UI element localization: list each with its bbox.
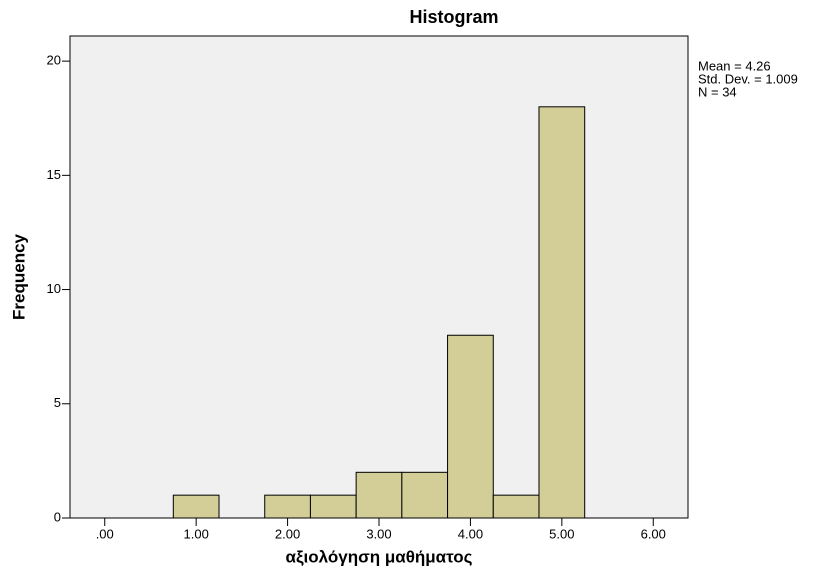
x-tick-label: 4.00 xyxy=(458,526,483,541)
y-tick-label: 5 xyxy=(54,395,61,410)
chart-title: Histogram xyxy=(409,7,498,27)
y-tick-label: 10 xyxy=(47,281,61,296)
bar xyxy=(172,494,220,519)
plot-area xyxy=(69,35,689,519)
bar xyxy=(401,471,449,519)
x-tick-label: 1.00 xyxy=(184,526,209,541)
bar xyxy=(492,494,540,519)
x-tick-label: .00 xyxy=(96,526,114,541)
x-tick-label: 5.00 xyxy=(549,526,574,541)
stat-annotation: Std. Dev. = 1.009 xyxy=(698,71,798,86)
y-tick-label: 15 xyxy=(47,167,61,182)
stat-annotation: Mean = 4.26 xyxy=(698,58,771,73)
bar xyxy=(309,494,357,519)
bar xyxy=(538,106,586,519)
x-tick-label: 3.00 xyxy=(366,526,391,541)
bar xyxy=(355,471,403,519)
y-tick-label: 20 xyxy=(47,53,61,68)
x-tick-label: 2.00 xyxy=(275,526,300,541)
bar xyxy=(447,334,494,519)
stat-annotation: N = 34 xyxy=(698,84,737,99)
x-axis-label: αξιολόγηση μαθήματος xyxy=(286,547,473,566)
y-axis-label: Frequency xyxy=(9,233,28,320)
y-tick-label: 0 xyxy=(54,509,61,524)
bar xyxy=(264,494,311,519)
x-tick-label: 6.00 xyxy=(641,526,666,541)
